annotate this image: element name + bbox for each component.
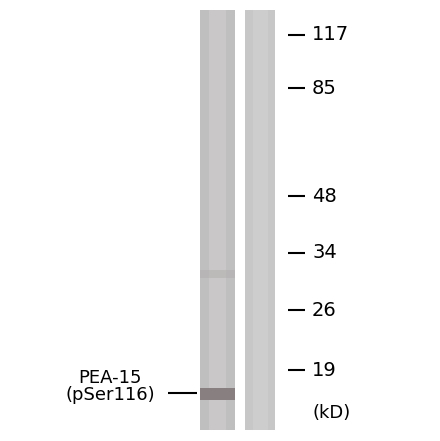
Bar bbox=[200, 388, 235, 400]
Text: 117: 117 bbox=[312, 26, 349, 45]
Text: PEA-15: PEA-15 bbox=[78, 369, 142, 387]
Text: 48: 48 bbox=[312, 187, 337, 206]
Bar bbox=[209, 10, 226, 430]
Text: 34: 34 bbox=[312, 243, 337, 262]
Text: 85: 85 bbox=[312, 78, 337, 97]
Text: (kD): (kD) bbox=[312, 404, 350, 422]
Text: (pSer116): (pSer116) bbox=[65, 386, 155, 404]
Text: 19: 19 bbox=[312, 360, 337, 380]
Bar bbox=[245, 10, 275, 430]
Bar bbox=[200, 270, 235, 278]
Bar bbox=[200, 10, 235, 430]
Bar bbox=[253, 10, 268, 430]
Text: 26: 26 bbox=[312, 300, 337, 319]
